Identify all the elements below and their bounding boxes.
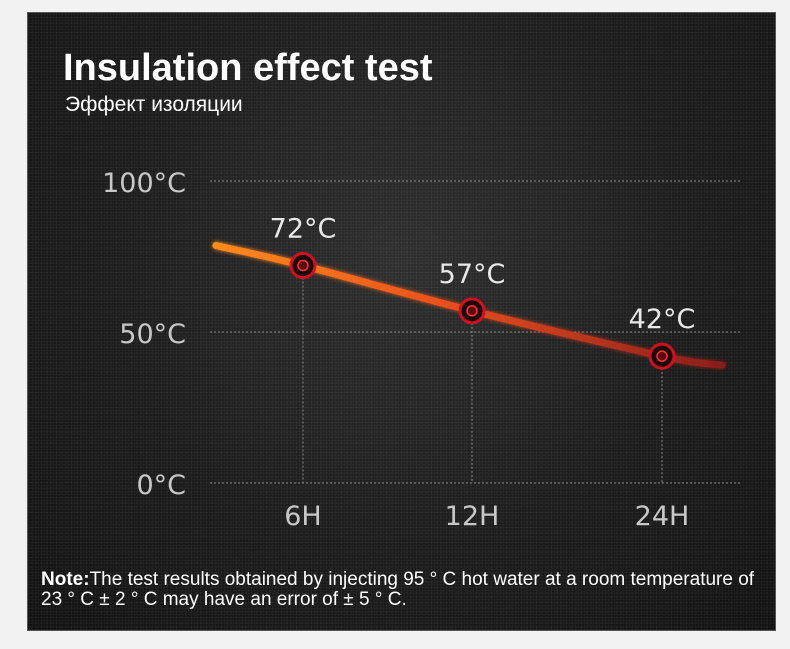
data-label: 57°C: [439, 259, 506, 290]
x-tick-label: 24H: [635, 501, 690, 532]
footnote: Note:The test results obtained by inject…: [41, 570, 766, 610]
chart-subtitle: Эффект изоляции: [65, 93, 243, 116]
note-label: Note:: [41, 569, 90, 590]
data-point-center: [656, 350, 668, 362]
data-point-center: [297, 259, 309, 272]
x-tick-label: 12H: [445, 501, 500, 532]
data-label: 72°C: [270, 214, 337, 245]
chart-panel: Insulation effect test Эффект изоляции 1…: [27, 12, 776, 631]
data-label: 42°C: [629, 304, 696, 335]
x-tick-label: 6H: [284, 501, 321, 532]
y-tick-label: 0°C: [136, 470, 186, 501]
note-text: The test results obtained by injecting 9…: [41, 569, 755, 610]
data-point-center: [466, 305, 478, 317]
line-chart: 100°C 50°C 0°C 6H 12H 24H 72°C 57°C 42°C: [102, 168, 742, 532]
y-tick-label: 50°C: [119, 319, 186, 350]
y-tick-label: 100°C: [102, 168, 186, 199]
chart-title: Insulation effect test: [63, 47, 433, 89]
